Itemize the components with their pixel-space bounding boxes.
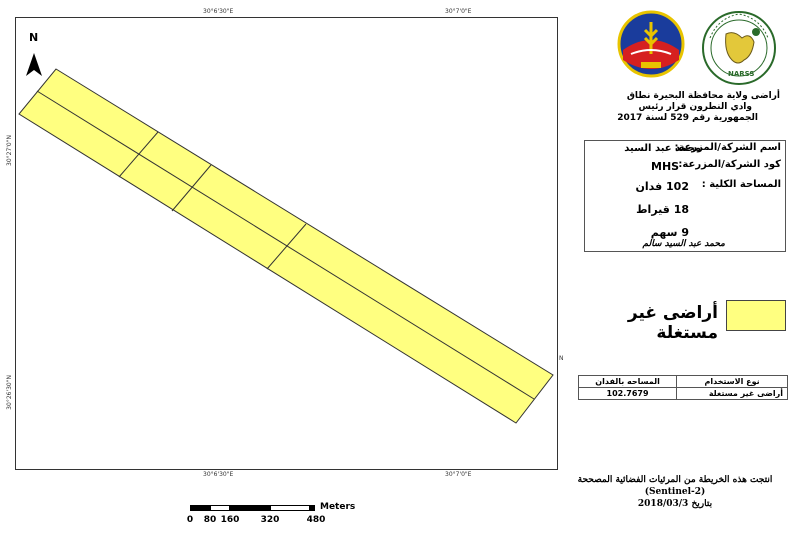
credit-line-1: انتجت هذه الخريطة من المرئيات الفضائية ا… [577,475,773,485]
scale-segment-3 [230,505,270,511]
coord-left-1: 30°27'0"N [6,135,13,166]
credit-line-3: بتاريخ 2018/03/3 [637,499,713,509]
parcel-divider-2 [171,164,212,212]
scale-bar: Meters 0 80 160 320 480 [186,502,360,531]
parcel-polygon [18,68,554,424]
scale-tick-320: 320 [260,515,280,525]
area-qirat: 18 قيراط [636,203,689,216]
table-cell-area: 102.7679 [577,387,678,400]
scale-segment-1 [190,505,210,511]
coord-right-1: N [559,355,564,362]
area-sahm: 9 سهم [650,226,689,239]
parcel-divider-1 [118,131,159,178]
parcel-strip[interactable] [18,68,554,424]
code-label: كود الشركة/المزرعة: [678,159,781,170]
scale-tick-160: 160 [220,515,240,525]
title-line-2: وادي النطرون قرار رئيس [638,102,752,112]
area-feddan: 102 فدان [635,180,689,193]
owner-info-box: اسم الشركة/المزرعة: محمد عبد السيد كود ا… [584,140,786,252]
table-header-use: نوع الاستخدام [676,375,788,388]
scale-tick-80: 80 [203,515,217,525]
coord-top-2: 30°7'0"E [445,8,472,15]
parcel-map: N [18,31,554,424]
scale-segment-end [310,505,315,511]
title-line-1: أراضى ولاية محافظة البحيرة نطاق [626,91,780,101]
parcel-divider-3 [266,223,307,270]
table-row: 102.7679 أراضى غير مستغلة [577,387,788,400]
table-cell-use: أراضى غير مستغلة [676,387,788,400]
narss-logo: NARSS [698,8,780,88]
code-value: MHS [651,160,680,173]
scale-tick-0: 0 [186,515,194,525]
scale-unit: Meters [320,502,356,512]
map-frame[interactable]: N [15,17,558,470]
legend-swatch [726,300,786,331]
company-label: اسم الشركة/المزرعة: [674,142,781,153]
governorate-logo [617,10,685,78]
coord-bottom-1: 30°6'30"E [203,471,234,478]
north-label: N [29,31,38,44]
scale-segment-4 [270,505,310,511]
north-arrow-icon [26,53,42,76]
scale-tick-480: 480 [306,515,326,525]
table-header-row: المساحه بالفدان نوع الاستخدام [577,375,788,388]
table-header-area: المساحه بالفدان [577,375,678,388]
legend-label: أراضى غير مستغلة [627,303,718,343]
scale-segment-2 [210,505,230,511]
narss-caption: NARSS [728,70,754,78]
company-value: محمد عبد السيد [624,143,701,154]
area-label: المساحة الكلية : [701,179,781,190]
credit-line-2: (Sentinel-2) [644,487,706,497]
parcel-centerline [36,90,535,400]
coord-bottom-2: 30°7'0"E [445,471,472,478]
coord-left-2: 30°26'30"N [6,375,13,410]
coord-top-1: 30°6'30"E [203,8,234,15]
land-use-table: المساحه بالفدان نوع الاستخدام 102.7679 أ… [577,375,788,400]
title-line-3: الجمهورية رقم 529 لسنة 2017 [617,113,758,123]
owner-signature: محمد عبد السيد سالم [642,239,726,249]
